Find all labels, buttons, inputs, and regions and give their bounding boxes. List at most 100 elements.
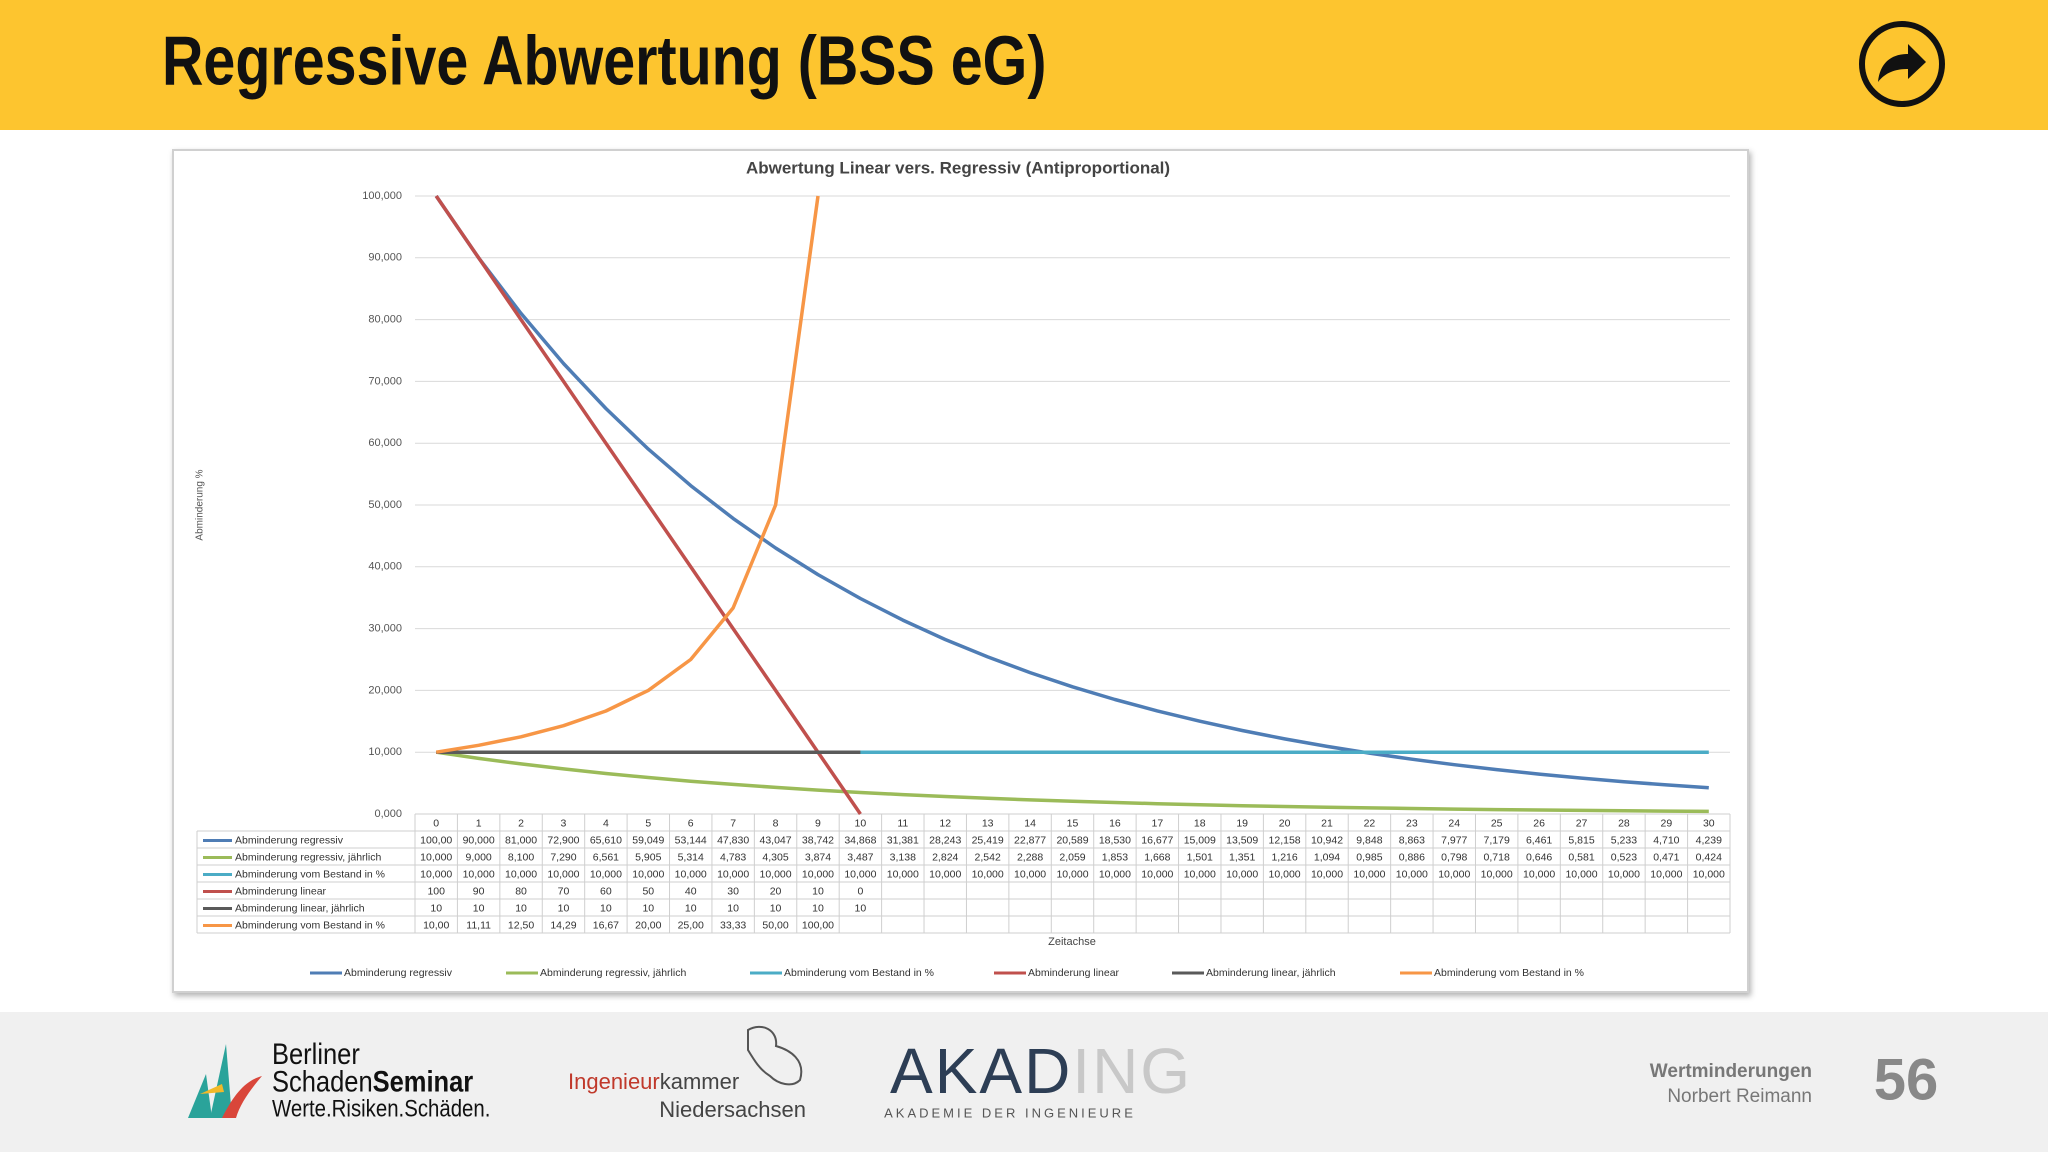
x-tick-label: 5: [645, 817, 651, 829]
x-tick-label: 8: [773, 817, 779, 829]
table-cell: 43,047: [760, 834, 792, 846]
table-cell: 5,905: [635, 851, 661, 863]
table-cell: 10,000: [1396, 868, 1428, 880]
table-cell: 90: [473, 885, 485, 897]
table-cell: 5,815: [1568, 834, 1594, 846]
table-cell: 4,783: [720, 851, 746, 863]
table-cell: 10: [600, 902, 612, 914]
x-tick-label: 26: [1533, 817, 1545, 829]
x-tick-label: 18: [1194, 817, 1206, 829]
x-tick-label: 30: [1703, 817, 1715, 829]
series-line: [434, 195, 1709, 790]
table-cell: 10,00: [423, 919, 449, 931]
x-tick-label: 29: [1661, 817, 1673, 829]
table-cell: 10,000: [760, 868, 792, 880]
table-cell: 7,179: [1484, 834, 1510, 846]
table-cell: 10,000: [1056, 868, 1088, 880]
table-cell: 1,351: [1229, 851, 1255, 863]
table-cell: 9,000: [465, 851, 491, 863]
table-cell: 10,000: [1523, 868, 1555, 880]
x-tick-label: 28: [1618, 817, 1630, 829]
table-cell: 47,830: [717, 834, 749, 846]
table-cell: 10: [727, 902, 739, 914]
y-tick-label: 0,000: [374, 808, 402, 820]
logo-horse: [747, 1025, 803, 1086]
y-tick-label: 20,000: [368, 684, 402, 696]
share-arrow[interactable]: [1878, 44, 1926, 82]
table-cell: 10: [473, 902, 485, 914]
x-tick-label: 12: [939, 817, 951, 829]
x-tick-label: 6: [688, 817, 694, 829]
table-cell: 10,000: [547, 868, 579, 880]
x-tick-label: 16: [1109, 817, 1121, 829]
table-cell: 10: [430, 902, 442, 914]
table-cell: 10,000: [505, 868, 537, 880]
table-cell: 60: [600, 885, 612, 897]
logo-text: Ingenieur: [568, 1069, 660, 1094]
table-cell: 2,288: [1017, 851, 1043, 863]
y-tick-label: 10,000: [368, 746, 402, 758]
table-cell: 1,094: [1314, 851, 1340, 863]
logo-text: Werte.Risiken.Schäden.: [272, 1095, 490, 1122]
footer-bar: [0, 1012, 2048, 1152]
chart-frame: [172, 149, 1749, 993]
logo-text: Schaden: [272, 1065, 373, 1098]
table-cell: 10: [515, 902, 527, 914]
table-cell: 4,305: [762, 851, 788, 863]
table-cell: 25,00: [678, 919, 704, 931]
row-header: Abminderung linear, jährlich: [235, 902, 365, 914]
table-cell: 10,000: [1269, 868, 1301, 880]
row-header: Abminderung vom Bestand in %: [235, 919, 385, 931]
logo-text: Ingenieurkammer: [568, 1069, 739, 1094]
x-tick-label: 0: [433, 817, 439, 829]
share-circle[interactable]: [1859, 21, 1945, 107]
table-cell: 10: [812, 885, 824, 897]
series-line: [434, 195, 862, 815]
y-tick-label: 40,000: [368, 561, 402, 573]
table-cell: 4,239: [1696, 834, 1722, 846]
legend-label: Abminderung regressiv, jährlich: [540, 967, 686, 979]
table-cell: 10,000: [1693, 868, 1725, 880]
table-cell: 10,000: [1565, 868, 1597, 880]
logo-akading: AKADING AKADEMIE DER INGENIEURE: [884, 1035, 1192, 1121]
table-cell: 7,290: [550, 851, 576, 863]
legend-label: Abminderung vom Bestand in %: [784, 967, 934, 979]
y-tick-label: 60,000: [368, 437, 402, 449]
table-cell: 4,710: [1653, 834, 1679, 846]
table-cell: 30: [727, 885, 739, 897]
table-cell: 11,11: [466, 919, 491, 931]
table-cell: 8,100: [508, 851, 534, 863]
table-cell: 10: [685, 902, 697, 914]
table-cell: 6,461: [1526, 834, 1552, 846]
x-tick-label: 24: [1448, 817, 1460, 829]
plot: 0,00010,00020,00030,00040,00050,00060,00…: [196, 190, 1731, 979]
table-cell: 10,000: [1311, 868, 1343, 880]
share-button[interactable]: [1859, 21, 1945, 107]
table-cell: 6,561: [593, 851, 619, 863]
logo-ingenieurkammer: Ingenieurkammer Niedersachsen: [568, 1025, 806, 1122]
logo-bss: Berliner SchadenSeminar Werte.Risiken.Sc…: [188, 1037, 490, 1122]
logo-shape: [210, 1044, 232, 1118]
table-cell: 65,610: [590, 834, 622, 846]
legend-label: Abminderung linear: [1028, 967, 1120, 979]
page-number: 56: [1874, 1047, 1939, 1112]
table-cell: 8,863: [1399, 834, 1425, 846]
table-cell: 10,000: [929, 868, 961, 880]
table-cell: 1,216: [1271, 851, 1297, 863]
logo-text: ING: [1072, 1035, 1192, 1107]
table-cell: 9,848: [1356, 834, 1382, 846]
table-cell: 10,000: [1099, 868, 1131, 880]
table-cell: 1,501: [1187, 851, 1213, 863]
table-cell: 0,523: [1611, 851, 1637, 863]
slide-title: Regressive Abwertung (BSS eG): [162, 21, 1046, 100]
table-cell: 0,424: [1696, 851, 1722, 863]
legend-label: Abminderung linear, jährlich: [1206, 967, 1336, 979]
row-header: Abminderung linear: [235, 885, 327, 897]
table-cell: 18,530: [1099, 834, 1131, 846]
row-header: Abminderung regressiv: [235, 834, 344, 846]
x-tick-label: 10: [855, 817, 867, 829]
logo-text: Niedersachsen: [659, 1097, 806, 1122]
y-axis-label: Abminderung %: [195, 469, 206, 540]
legend-label: Abminderung regressiv: [344, 967, 453, 979]
